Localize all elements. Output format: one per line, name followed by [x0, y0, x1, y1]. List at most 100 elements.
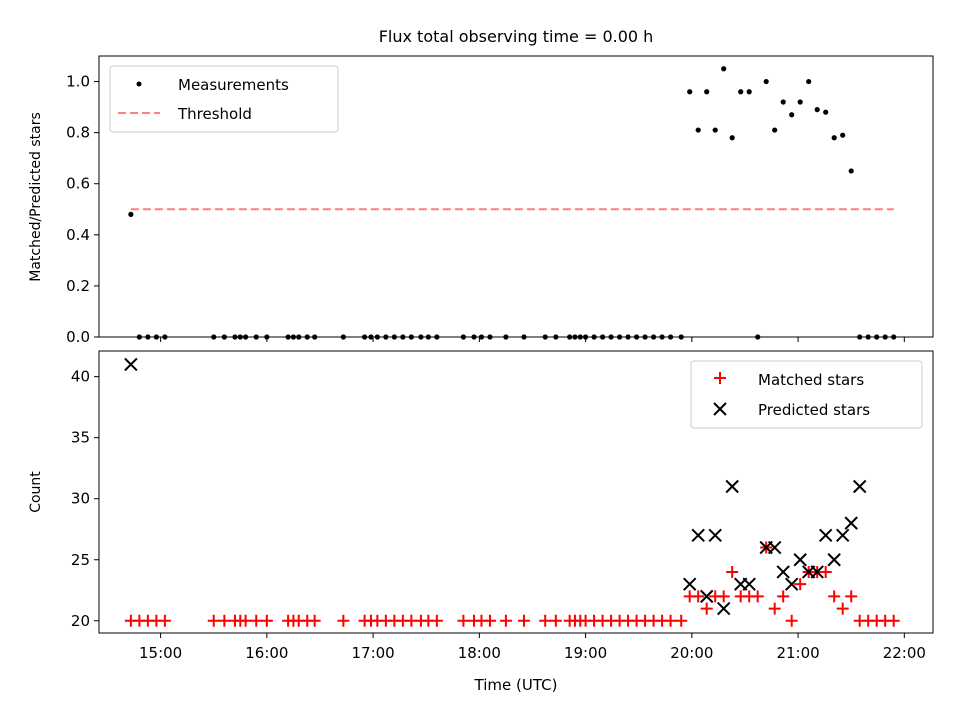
- chart-title: Flux total observing time = 0.00 h: [379, 27, 654, 46]
- top-y-tick-label: 0.4: [66, 226, 90, 244]
- predicted-star-point: [835, 528, 850, 543]
- matched-star-point: [675, 614, 688, 627]
- predicted-stars-points: [124, 357, 867, 616]
- predicted-star-point: [844, 516, 858, 530]
- matched-star-point: [430, 614, 443, 627]
- matched-star-point: [260, 614, 273, 627]
- matched-stars-points: [124, 541, 900, 627]
- bottom-y-tick-label: 20: [71, 612, 90, 630]
- bottom-y-tick-label: 35: [71, 429, 90, 447]
- top-y-ticks: 0.0 0.2 0.4 0.6 0.8 1.0: [66, 73, 99, 346]
- legend-label-predicted: Predicted stars: [758, 401, 870, 419]
- matched-star-point: [726, 565, 739, 578]
- bottom-x-tick-label: 17:00: [351, 644, 394, 662]
- top-axes-frame: [98, 55, 934, 338]
- legend-marker-matched: [714, 372, 726, 384]
- predicted-star-point: [818, 528, 833, 543]
- measurement-point: [721, 66, 727, 72]
- predicted-star-point: [767, 540, 782, 555]
- matched-star-point: [483, 614, 496, 627]
- measurement-point: [712, 127, 718, 133]
- measurement-point: [789, 112, 795, 118]
- bottom-y-tick-label: 40: [71, 368, 90, 386]
- top-y-tick-label: 0.6: [66, 175, 90, 193]
- matched-star-point: [819, 565, 832, 578]
- legend-marker-measurements: [136, 81, 142, 87]
- predicted-star-point: [852, 479, 867, 494]
- top-axes: 0.0 0.2 0.4 0.6 0.8 1.0: [66, 55, 934, 346]
- predicted-star-point: [691, 528, 705, 543]
- predicted-star-point: [716, 601, 731, 616]
- measurement-point: [806, 78, 812, 85]
- bottom-legend: Matched stars Predicted stars: [690, 360, 923, 429]
- predicted-star-point: [793, 553, 807, 567]
- predicted-star-point: [708, 528, 722, 543]
- matched-star-point: [828, 590, 841, 603]
- matched-star-point: [664, 614, 677, 627]
- measurement-point: [772, 127, 778, 133]
- legend-marker-predicted: [713, 402, 727, 416]
- bottom-axes: 20 25 30 35 40 15:00 16:00 17:00 18:00 19:00 20:0…: [71, 350, 934, 662]
- top-legend-frame: [109, 65, 339, 133]
- bottom-y-ticks: 20 25 30 35 40: [71, 368, 99, 630]
- bottom-x-tick-label: 22:00: [883, 644, 926, 662]
- bottom-x-tick-label: 19:00: [564, 644, 607, 662]
- top-y-tick-label: 0.8: [66, 124, 90, 142]
- matched-star-point: [785, 614, 798, 627]
- matched-star-point: [717, 590, 730, 603]
- bottom-axes-frame: [98, 350, 934, 634]
- matched-star-point: [845, 590, 858, 603]
- measurement-point: [814, 107, 820, 113]
- measurement-points: [128, 66, 897, 340]
- measurement-point: [831, 135, 837, 141]
- matched-star-point: [218, 614, 231, 627]
- matched-star-point: [887, 614, 900, 627]
- matched-star-point: [158, 614, 171, 627]
- bottom-y-axis-label: Count: [28, 471, 44, 513]
- predicted-star-point: [827, 553, 841, 567]
- matched-star-point: [337, 614, 350, 627]
- measurement-point: [763, 78, 769, 85]
- bottom-x-tick-label: 16:00: [245, 644, 288, 662]
- measurement-point: [780, 99, 786, 105]
- bottom-x-tick-label: 15:00: [139, 644, 182, 662]
- matched-star-point: [250, 614, 263, 627]
- matched-star-point: [700, 602, 713, 615]
- matched-star-point: [794, 578, 807, 591]
- bottom-legend-frame: [690, 360, 923, 429]
- matched-star-point: [239, 614, 252, 627]
- bottom-x-tick-label: 20:00: [670, 644, 713, 662]
- measurement-point: [704, 89, 710, 95]
- bottom-x-ticks: 15:00 16:00 17:00 18:00 19:00 20:00 21:00 22:00: [139, 633, 926, 662]
- matched-star-point: [768, 602, 781, 615]
- measurement-point: [729, 135, 735, 141]
- matched-star-point: [517, 614, 530, 627]
- predicted-star-point: [784, 577, 799, 591]
- measurement-point: [746, 89, 752, 95]
- bottom-y-tick-label: 30: [71, 490, 90, 508]
- matched-star-point: [751, 590, 764, 603]
- legend-label-measurements: Measurements: [178, 76, 289, 94]
- top-y-axis-label: Matched/Predicted stars: [28, 112, 44, 282]
- measurement-point: [840, 132, 846, 138]
- bottom-y-tick-label: 25: [71, 551, 90, 569]
- measurement-point: [848, 168, 854, 174]
- matched-star-point: [539, 614, 552, 627]
- measurement-point: [128, 211, 134, 217]
- matched-star-point: [692, 590, 705, 603]
- measurement-point: [738, 89, 744, 95]
- matched-star-point: [308, 614, 321, 627]
- predicted-star-point: [699, 589, 714, 604]
- predicted-star-point: [776, 565, 790, 579]
- top-y-tick-label: 0.0: [66, 328, 90, 346]
- bottom-x-tick-label: 21:00: [776, 644, 819, 662]
- measurement-point: [823, 109, 829, 115]
- predicted-star-point: [682, 577, 697, 591]
- matched-star-point: [836, 602, 849, 615]
- predicted-star-point: [725, 479, 739, 494]
- legend-label-matched: Matched stars: [758, 371, 864, 389]
- measurement-point: [797, 99, 803, 105]
- x-axis-label: Time (UTC): [474, 676, 558, 694]
- matched-star-point: [457, 614, 470, 627]
